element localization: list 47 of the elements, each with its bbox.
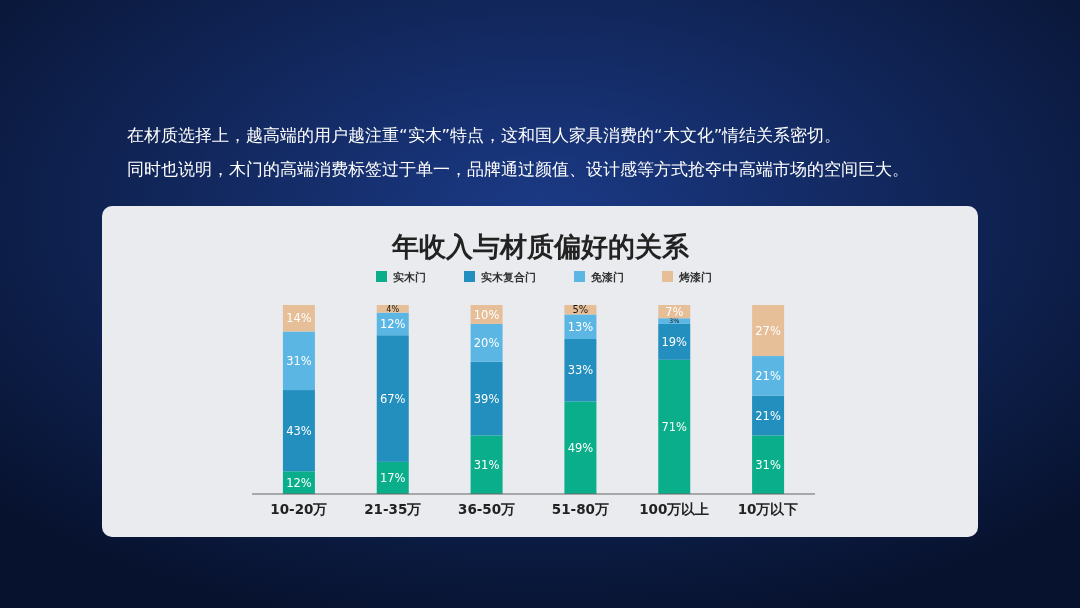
bar	[282, 390, 315, 472]
x-tick-label: 10-20万	[270, 501, 328, 517]
data-label: 71%	[661, 420, 688, 435]
x-tick-label: 51-80万	[551, 501, 610, 517]
data-label: 13%	[567, 319, 594, 334]
data-label: 14%	[286, 311, 312, 326]
data-label: 12%	[286, 475, 312, 490]
legend-label: 实木复合门	[481, 271, 536, 284]
x-tick-label: 36-50万	[457, 501, 516, 517]
data-label: 5%	[572, 304, 589, 316]
text: 同时也说明，木门的高端消费标签过于单一，品牌通过颜值、设计感等方式抢夺中高端市场的空间巨大。	[127, 160, 909, 179]
x-tick-label: 100万以上	[639, 501, 710, 517]
bar	[282, 331, 315, 391]
bar	[564, 401, 597, 494]
data-label: 19%	[661, 334, 688, 349]
bar	[752, 435, 785, 494]
data-label: 4%	[386, 304, 400, 314]
data-label: 7%	[665, 304, 684, 319]
data-label: 49%	[567, 440, 594, 455]
data-label: 31%	[473, 457, 500, 472]
bar	[564, 339, 597, 402]
bar	[376, 335, 409, 462]
bar	[752, 356, 785, 396]
legend-label: 实木门	[393, 271, 426, 284]
legend-label: 烤漆门	[678, 271, 712, 284]
data-label: 33%	[567, 363, 594, 378]
x-tick-label: 10万以下	[737, 501, 799, 517]
data-label: 31%	[286, 353, 312, 368]
data-label: 17%	[379, 471, 406, 486]
data-label: 21%	[755, 408, 781, 423]
data-label: 31%	[755, 457, 781, 472]
bar	[658, 359, 691, 494]
legend-label: 免漆门	[590, 271, 624, 284]
bar	[470, 361, 503, 436]
x-tick-label: 21-35万	[364, 501, 422, 517]
chart-title: 年收入与材质偏好的关系	[390, 231, 690, 262]
data-label: 27%	[755, 323, 781, 338]
data-label: 43%	[286, 423, 312, 438]
data-label: 67%	[379, 391, 406, 406]
data-label: 21%	[755, 369, 781, 384]
bar	[752, 305, 785, 357]
text: 在材质选择上，越高端的用户越注重“实木”特点，这和国人家具消费的“木文化”情结关系密切。	[127, 126, 842, 145]
data-label: 12%	[379, 317, 406, 332]
data-label: 10%	[473, 307, 500, 322]
bar	[470, 435, 503, 494]
data-label: 39%	[473, 391, 500, 406]
data-label: 20%	[473, 335, 500, 350]
